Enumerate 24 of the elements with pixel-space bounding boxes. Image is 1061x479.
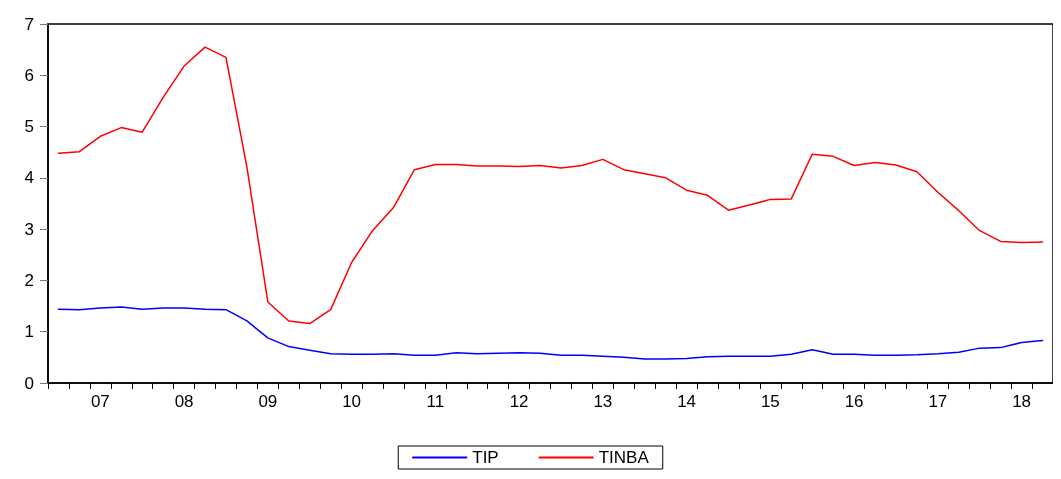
x-tick-label: 17 bbox=[928, 392, 948, 411]
x-tick-label: 13 bbox=[593, 392, 613, 411]
x-tick-label: 11 bbox=[426, 392, 445, 411]
y-tick-label: 1 bbox=[24, 322, 34, 342]
y-tick-label: 7 bbox=[24, 14, 34, 34]
x-tick-label: 07 bbox=[90, 392, 110, 411]
x-tick-label: 16 bbox=[844, 392, 864, 411]
y-tick-label: 2 bbox=[24, 270, 34, 290]
x-tick-label: 18 bbox=[1012, 392, 1032, 411]
y-tick-label: 3 bbox=[24, 219, 34, 239]
x-tick-label: 10 bbox=[342, 392, 362, 411]
y-tick-label: 4 bbox=[24, 168, 34, 188]
y-tick-label: 5 bbox=[24, 117, 34, 137]
x-tick-label: 15 bbox=[760, 392, 780, 411]
x-tick-label: 12 bbox=[509, 392, 529, 411]
legend-label: TINBA bbox=[598, 448, 650, 467]
y-tick-label: 6 bbox=[24, 65, 34, 85]
x-tick-label: 08 bbox=[174, 392, 194, 411]
line-series bbox=[57, 306, 1044, 360]
legend-label: TIP bbox=[472, 448, 499, 467]
line-series bbox=[57, 46, 1044, 325]
y-tick-label: 0 bbox=[24, 373, 34, 393]
x-tick-label: 09 bbox=[258, 392, 278, 411]
x-tick-label: 14 bbox=[677, 392, 697, 411]
